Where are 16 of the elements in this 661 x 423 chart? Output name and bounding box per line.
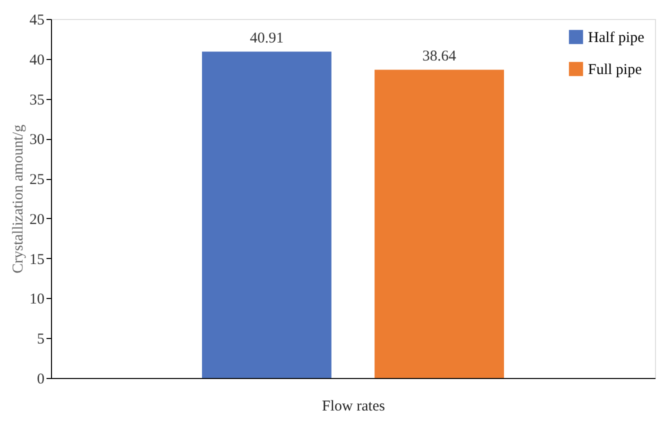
y-axis-title: Crystallization amount/g (10, 124, 26, 274)
y-tick-label: 45 (30, 12, 44, 28)
y-tick-label: 15 (30, 252, 44, 268)
y-tick-label: 25 (30, 172, 44, 188)
legend-label: Full pipe (588, 62, 642, 78)
y-tick-label: 0 (37, 372, 44, 388)
data-label: 38.64 (422, 48, 457, 65)
y-tick-label: 40 (30, 52, 44, 68)
y-tick-label: 20 (30, 212, 44, 228)
y-tick-label: 5 (37, 332, 44, 348)
data-label: 40.91 (250, 30, 284, 47)
legend-label: Half pipe (588, 30, 645, 46)
x-axis-title: Flow rates (322, 398, 386, 414)
y-tick-label: 10 (30, 292, 44, 308)
y-tick-label: 30 (30, 132, 44, 148)
y-tick-label: 35 (30, 92, 44, 108)
